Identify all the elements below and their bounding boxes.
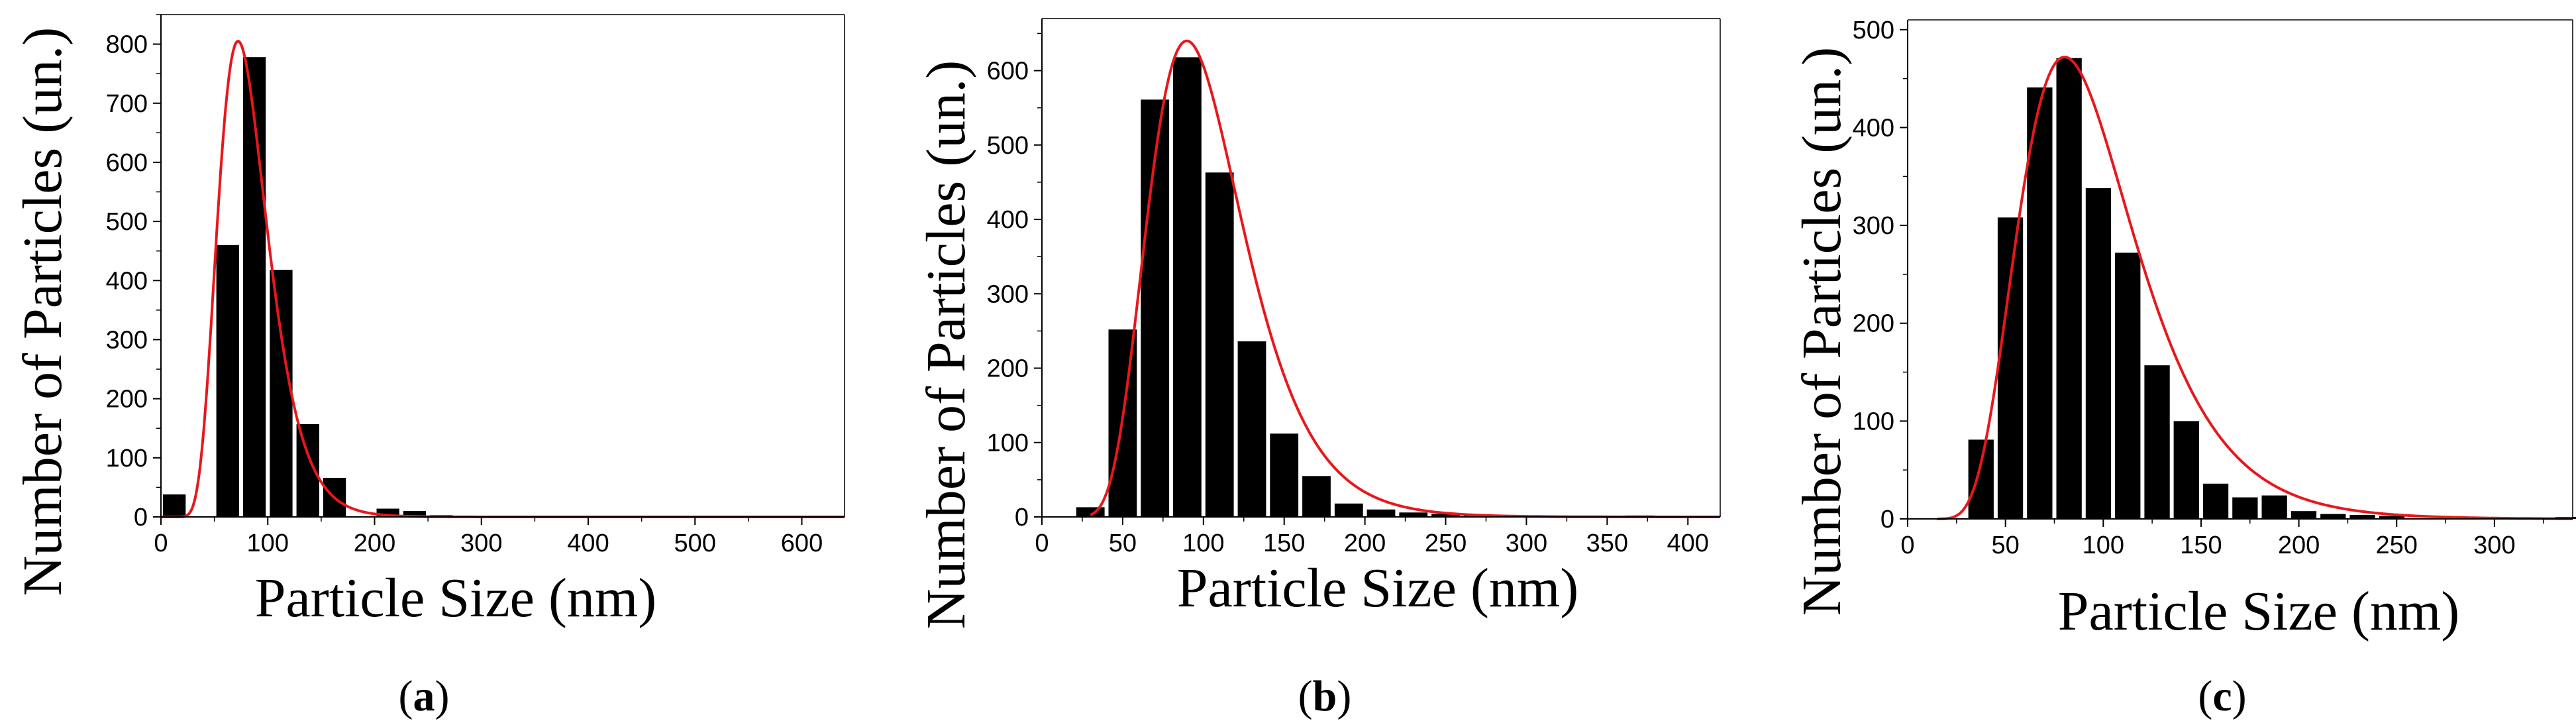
fit-curve-c (1937, 56, 2573, 520)
bar-a-9 (403, 511, 427, 517)
y-tick-label-a-6: 600 (106, 149, 148, 177)
x-tick-label-c-4: 200 (2278, 531, 2320, 559)
y-tick-label-c-1: 100 (1853, 408, 1894, 435)
x-tick-label-b-8: 400 (1667, 530, 1709, 557)
x-tick-label-c-3: 150 (2180, 531, 2222, 559)
y-tick-label-a-2: 200 (106, 386, 148, 414)
y-tick-label-b-4: 400 (987, 206, 1029, 234)
bar-a-4 (270, 270, 293, 517)
bar-b-5 (1237, 341, 1266, 517)
bar-b-4 (1205, 172, 1234, 517)
bar-c-8 (2202, 483, 2229, 519)
caption-letter-c: c (2212, 672, 2232, 720)
y-axis-title-a: Number of Particles (un.) (12, 27, 74, 596)
chart-panel-c: Number of Particles (un.) Particle Size … (1791, 17, 2576, 720)
y-tick-label-b-5: 500 (987, 132, 1029, 160)
bar-c-2 (2027, 87, 2053, 519)
x-axis-title-b: Particle Size (nm) (1177, 557, 1578, 619)
y-axis-title-b: Number of Particles (un.) (915, 60, 977, 629)
bar-c-13 (2349, 515, 2375, 519)
bar-c-11 (2291, 511, 2317, 519)
x-tick-label-c-6: 300 (2473, 531, 2515, 559)
y-tick-label-a-1: 100 (106, 445, 148, 473)
y-tick-label-b-1: 100 (987, 429, 1029, 457)
bar-b-0 (1076, 507, 1105, 517)
bars-a (163, 57, 480, 517)
x-tick-label-b-3: 150 (1263, 530, 1305, 557)
bar-b-3 (1173, 57, 1202, 517)
chart-panel-a: Number of Particles (un.) Particle Size … (12, 14, 845, 720)
bar-a-2 (216, 245, 239, 517)
x-tick-label-b-5: 250 (1425, 530, 1467, 557)
y-tick-label-c-2: 200 (1853, 310, 1894, 338)
x-tick-label-b-1: 50 (1109, 530, 1137, 557)
bar-c-7 (2173, 421, 2199, 519)
y-tick-label-a-5: 500 (106, 208, 148, 236)
x-tick-label-c-0: 0 (1900, 531, 1914, 559)
y-tick-label-c-0: 0 (1880, 506, 1894, 533)
bar-c-9 (2232, 497, 2258, 519)
x-tick-label-a-3: 300 (460, 530, 502, 557)
y-tick-label-b-3: 300 (987, 280, 1029, 308)
bar-c-5 (2115, 252, 2141, 519)
bar-b-8 (1334, 503, 1363, 517)
y-tick-label-a-0: 0 (134, 504, 148, 531)
bar-c-1 (1997, 217, 2024, 519)
bar-b-10 (1399, 512, 1428, 517)
bar-c-12 (2320, 514, 2346, 519)
caption-letter-b: b (1313, 672, 1337, 720)
x-tick-label-a-1: 100 (247, 530, 289, 557)
bars-b (1076, 57, 1654, 518)
x-tick-label-a-4: 400 (567, 530, 609, 557)
x-tick-label-a-0: 0 (154, 530, 168, 557)
x-tick-label-b-7: 350 (1586, 530, 1628, 557)
y-tick-label-b-0: 0 (1015, 504, 1029, 531)
y-tick-label-a-7: 700 (106, 90, 148, 118)
x-tick-label-a-5: 500 (674, 530, 716, 557)
bar-b-6 (1270, 433, 1299, 517)
caption-b: (b) (1298, 672, 1352, 720)
chart-panel-b: Number of Particles (un.) Particle Size … (915, 18, 1721, 720)
x-tick-label-b-0: 0 (1035, 530, 1049, 557)
x-tick-label-a-6: 600 (781, 530, 823, 557)
x-tick-label-b-4: 200 (1344, 530, 1386, 557)
x-tick-label-b-6: 300 (1506, 530, 1547, 557)
bar-b-11 (1431, 514, 1460, 517)
y-axis-title-c: Number of Particles (un.) (1791, 47, 1853, 616)
bar-c-0 (1968, 439, 1994, 519)
bar-a-0 (163, 494, 186, 517)
bar-b-2 (1141, 99, 1170, 518)
bar-c-4 (2085, 188, 2112, 519)
bar-a-3 (242, 57, 266, 517)
y-tick-label-a-4: 400 (106, 267, 148, 295)
bar-b-7 (1302, 476, 1331, 517)
x-axis-title-a: Particle Size (nm) (255, 567, 656, 629)
bar-c-14 (2379, 516, 2404, 519)
y-tick-label-b-6: 600 (987, 58, 1029, 85)
x-tick-label-c-5: 250 (2376, 531, 2418, 559)
x-tick-label-c-1: 50 (1992, 531, 2020, 559)
y-tick-label-c-4: 400 (1853, 114, 1894, 142)
bar-c-3 (2056, 58, 2082, 520)
y-tick-label-b-2: 200 (987, 355, 1029, 383)
bar-c-10 (2261, 495, 2287, 519)
x-axis-title-c: Particle Size (nm) (2058, 581, 2459, 642)
x-tick-label-c-2: 100 (2083, 531, 2124, 559)
bars-c (1968, 58, 2576, 520)
x-tick-label-a-2: 200 (354, 530, 395, 557)
bar-b-9 (1366, 509, 1396, 517)
caption-letter-a: a (413, 672, 435, 720)
y-tick-label-a-8: 800 (106, 31, 148, 59)
x-tick-label-b-2: 100 (1182, 530, 1224, 557)
caption-a: (a) (399, 672, 450, 720)
y-tick-label-c-5: 500 (1853, 17, 1894, 44)
bar-c-6 (2144, 365, 2170, 519)
y-tick-label-c-3: 300 (1853, 212, 1894, 240)
y-tick-label-a-3: 300 (106, 326, 148, 354)
caption-c: (c) (2198, 672, 2246, 720)
